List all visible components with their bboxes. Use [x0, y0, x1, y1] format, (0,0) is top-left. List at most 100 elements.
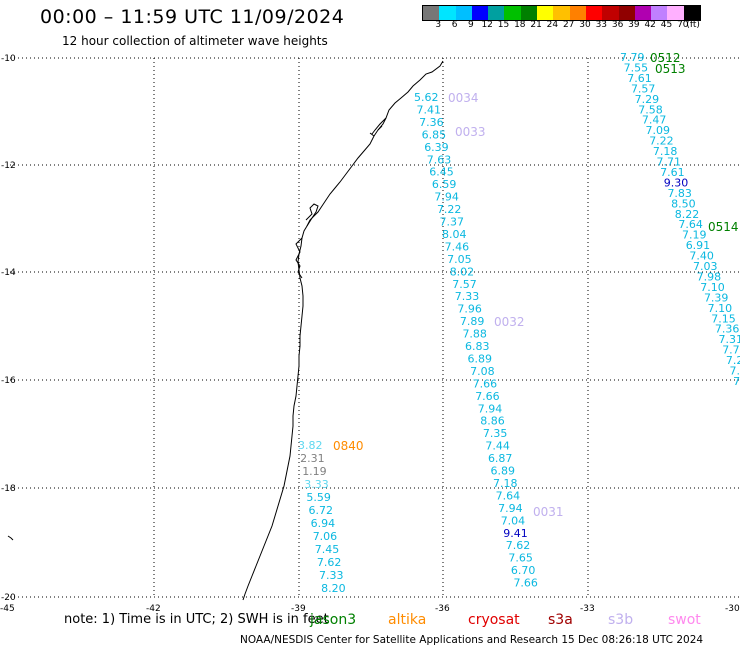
pass-id-label: 0033	[455, 125, 486, 139]
wave-height-value: 6.89	[491, 465, 516, 478]
wave-height-value: 7.71	[657, 156, 682, 169]
color-swatch	[602, 6, 619, 20]
lon-tick-label: -30	[725, 604, 740, 614]
wave-height-value: 7.66	[513, 577, 538, 590]
legend-item-swot: swot	[668, 612, 701, 628]
lon-tick-label: -42	[146, 604, 161, 614]
wave-height-value: 7.44	[485, 440, 510, 453]
pass-id-label: 0514	[708, 220, 739, 234]
wave-height-value: 7.58	[638, 103, 663, 116]
wave-height-value: 6.85	[422, 128, 447, 141]
wave-height-value: 7.40	[689, 250, 714, 263]
legend-item-cryosat: cryosat	[468, 612, 520, 628]
wave-height-value: 7.18	[653, 145, 678, 158]
wave-height-value: 7.55	[624, 61, 649, 74]
altimeter-tracks: 7.797.557.617.577.297.587.477.097.227.18…	[298, 51, 740, 595]
color-swatch	[488, 6, 505, 20]
color-swatch	[423, 6, 440, 20]
wave-height-value: 9.30	[664, 176, 689, 189]
color-scale-label: 24	[546, 20, 559, 30]
pass-id-label: 0032	[494, 315, 525, 329]
wave-height-value: 7.29	[635, 93, 660, 106]
wave-height-value: 7.36	[419, 116, 444, 129]
color-scale-label: 21	[530, 20, 542, 30]
wave-height-value: 7.18	[493, 477, 518, 490]
color-swatch	[455, 6, 472, 20]
color-swatch	[439, 6, 456, 20]
color-scale-label: 42	[644, 20, 656, 30]
legend-item-s3b: s3b	[608, 612, 634, 628]
wave-height-value: 7.70	[722, 344, 740, 357]
wave-height-value: 7.83	[667, 187, 692, 200]
color-swatch	[667, 6, 684, 20]
wave-height-value: 7.	[730, 365, 740, 378]
lon-tick-label: -36	[435, 604, 450, 614]
color-swatch	[651, 6, 668, 20]
color-swatch	[537, 6, 554, 20]
lon-tick-label: -39	[291, 604, 306, 614]
wave-height-value: 7.46	[445, 240, 470, 253]
wave-height-value: 7.61	[627, 72, 652, 85]
color-swatch	[634, 6, 652, 20]
wave-height-value: 7.35	[483, 427, 508, 440]
lat-tick-label: -12	[1, 161, 16, 171]
pass-id-label: 0034	[448, 91, 479, 105]
note-text: note: 1) Time is in UTC; 2) SWH is in fe…	[64, 612, 329, 627]
wave-height-value: 7.06	[313, 530, 338, 543]
color-swatch	[471, 6, 489, 20]
wave-height-value: 7.05	[447, 253, 472, 266]
wave-height-value: 3.82	[298, 439, 323, 452]
color-scale-label: 27	[562, 20, 575, 30]
wave-height-value: 5.59	[306, 491, 331, 504]
pass-id-label: 0512	[650, 51, 681, 65]
wave-height-value: 7.89	[460, 315, 485, 328]
lat-lon-grid	[10, 57, 740, 598]
color-swatch	[520, 6, 538, 20]
wave-height-value: 7.39	[704, 291, 729, 304]
color-scale-label: 36	[611, 20, 624, 30]
wave-height-value: 8.50	[671, 197, 696, 210]
bay-inlet	[295, 117, 387, 279]
wave-height-value: 7.62	[317, 556, 342, 569]
wave-height-value: 7	[733, 375, 740, 388]
wave-height-value: 9.41	[503, 527, 528, 540]
wave-height-value: 1.19	[302, 465, 327, 478]
wave-height-value: 7.36	[715, 323, 740, 336]
wave-height-value: 7.88	[462, 328, 487, 341]
color-swatch	[585, 6, 603, 20]
wave-height-value: 7.66	[475, 390, 500, 403]
wave-height-value: 7.94	[434, 191, 459, 204]
wave-height-value: 7.94	[478, 402, 503, 415]
wave-height-value: 7.98	[697, 270, 722, 283]
lon-tick-label: -33	[580, 604, 595, 614]
color-scale-label: 39	[628, 20, 640, 30]
legend-item-s3a: s3a	[548, 612, 573, 628]
color-swatch	[504, 6, 521, 20]
pass-id-label: 0031	[533, 505, 564, 519]
wave-height-value: 7.09	[646, 124, 671, 137]
wave-height-value: 6.72	[309, 504, 334, 517]
color-scale-bar	[422, 5, 702, 21]
color-scale-label: 18	[514, 20, 526, 30]
wave-height-value: 7.22	[437, 203, 462, 216]
pass-id-label: 0840	[333, 439, 364, 453]
lon-tick-label: -45	[0, 604, 15, 614]
wave-height-value: 6.59	[432, 178, 457, 191]
wave-height-value: 7.33	[319, 569, 344, 582]
wave-height-value: 7.19	[682, 229, 707, 242]
wave-height-value: 7.04	[501, 514, 526, 527]
lat-tick-label: -20	[1, 593, 16, 603]
wave-height-value: 7.37	[440, 216, 465, 229]
wave-height-value: 6.89	[468, 352, 493, 365]
lat-tick-label: -16	[1, 376, 16, 386]
wave-height-value: 6.83	[465, 340, 490, 353]
color-scale-label: 9	[468, 20, 474, 30]
wave-height-value: 5.62	[414, 91, 439, 104]
wave-height-value: 7.64	[678, 218, 703, 231]
wave-height-value: 7.45	[315, 543, 340, 556]
color-scale-label: 12	[481, 20, 493, 30]
wave-height-value: 7.47	[642, 114, 667, 127]
color-swatch	[569, 6, 586, 20]
wave-height-value: 3.33	[304, 478, 329, 491]
